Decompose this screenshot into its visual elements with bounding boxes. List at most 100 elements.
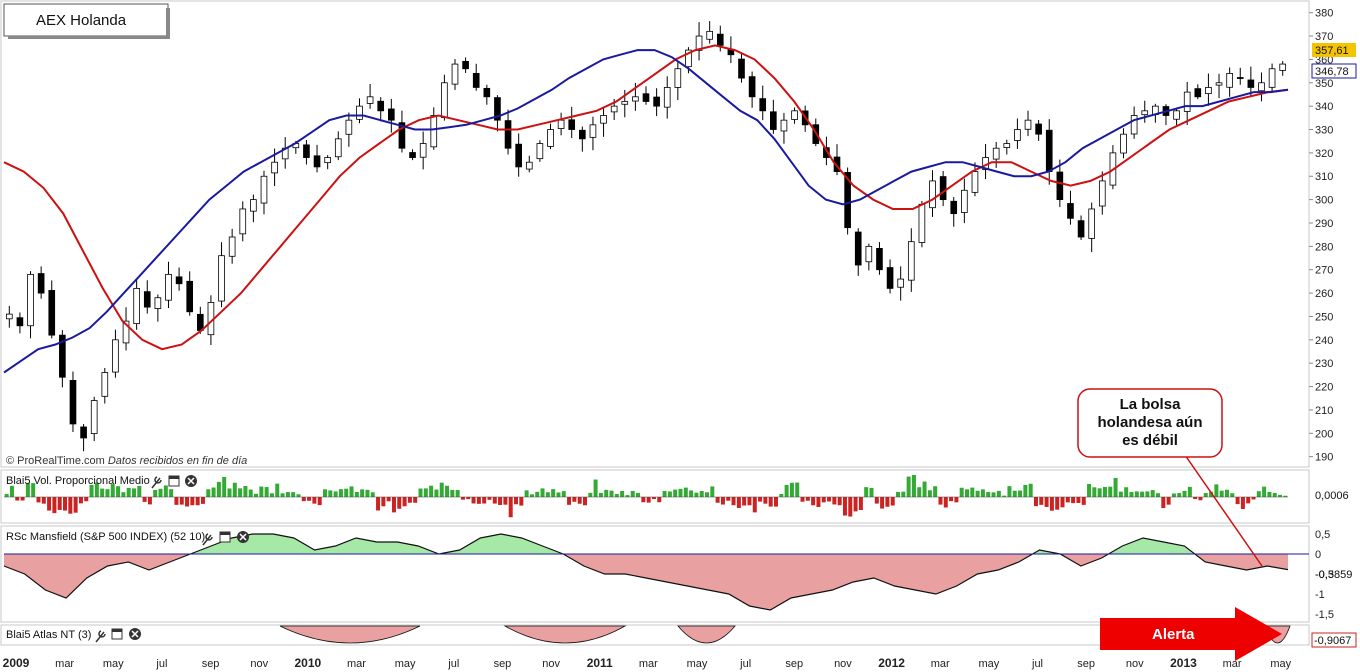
candle-body bbox=[579, 129, 586, 140]
price-tick-label: 340 bbox=[1315, 101, 1333, 113]
volume-bar bbox=[636, 492, 641, 497]
volume-bar bbox=[901, 491, 906, 497]
time-axis-label: sep bbox=[1077, 658, 1095, 670]
price-tick-label: 260 bbox=[1315, 288, 1333, 300]
volume-bar bbox=[487, 497, 492, 500]
time-axis-label: mar bbox=[1223, 658, 1242, 670]
volume-bar bbox=[121, 492, 126, 497]
volume-bar bbox=[365, 489, 370, 497]
volume-bar bbox=[736, 497, 741, 508]
volume-bar bbox=[1081, 497, 1086, 505]
close-icon[interactable] bbox=[237, 531, 249, 543]
volume-bar bbox=[1171, 493, 1176, 497]
candle-body bbox=[833, 156, 841, 172]
mansfield-axis: 0,5 0 -0,5 -1 -1,5 bbox=[1315, 529, 1334, 621]
volume-bar bbox=[370, 492, 375, 497]
volume-bars bbox=[4, 475, 1288, 518]
time-axis-label: 2012 bbox=[878, 656, 905, 670]
volume-bar bbox=[949, 497, 954, 502]
candle-body bbox=[228, 236, 236, 257]
mansfield-value: -0,3859 bbox=[1315, 569, 1352, 581]
volume-bar bbox=[514, 497, 519, 505]
volume-bar bbox=[609, 490, 614, 497]
window-icon[interactable] bbox=[168, 475, 180, 487]
volume-bar bbox=[959, 487, 964, 497]
time-axis-label: sep bbox=[785, 658, 803, 670]
volume-bar bbox=[508, 497, 513, 518]
volume-bar bbox=[397, 497, 402, 509]
volume-bar bbox=[975, 490, 980, 497]
volume-bar bbox=[227, 488, 232, 497]
candle-body bbox=[886, 267, 894, 289]
volume-bar bbox=[567, 497, 572, 505]
candle-body bbox=[950, 200, 958, 215]
volume-bar bbox=[206, 489, 211, 497]
volume-bar bbox=[678, 488, 683, 497]
volume-bar bbox=[827, 497, 832, 502]
candle-body bbox=[398, 122, 406, 149]
volume-bar bbox=[47, 497, 52, 511]
volume-bar bbox=[614, 494, 619, 497]
volume-bar bbox=[94, 482, 99, 497]
volume-bar bbox=[142, 497, 147, 502]
candle-body bbox=[377, 100, 385, 112]
candle-body bbox=[716, 33, 724, 46]
candle-body bbox=[59, 334, 66, 378]
volume-bar bbox=[105, 489, 110, 497]
candle-body bbox=[154, 297, 162, 309]
candle-body bbox=[589, 124, 597, 138]
wrench-icon[interactable] bbox=[151, 476, 162, 489]
atlas-area bbox=[279, 625, 1291, 644]
volume-bar bbox=[922, 481, 927, 497]
volume-bar bbox=[927, 490, 932, 497]
volume-bar bbox=[254, 493, 259, 497]
volume-bar bbox=[439, 482, 444, 497]
window-icon[interactable] bbox=[219, 531, 231, 543]
volume-bar bbox=[391, 497, 396, 513]
volume-bar bbox=[1240, 497, 1245, 509]
volume-bar bbox=[1283, 495, 1288, 497]
volume-bar bbox=[811, 497, 816, 506]
volume-bar bbox=[1071, 497, 1076, 504]
candle-body bbox=[143, 291, 151, 308]
wrench-icon[interactable] bbox=[202, 533, 213, 546]
price-tick-label: 310 bbox=[1315, 171, 1333, 183]
atlas-panel-label: Blai5 Atlas NT (3) bbox=[6, 629, 91, 641]
volume-bar bbox=[726, 497, 731, 501]
volume-bar bbox=[1209, 491, 1214, 497]
candle-body bbox=[738, 58, 745, 79]
close-icon[interactable] bbox=[129, 628, 141, 640]
volume-bar bbox=[954, 497, 959, 503]
window-icon[interactable] bbox=[111, 628, 123, 640]
volume-bar bbox=[407, 497, 412, 503]
volume-bar bbox=[779, 494, 784, 497]
volume-bar bbox=[450, 489, 455, 497]
atlas-value-badge: -0,9067 bbox=[1311, 632, 1357, 648]
volume-bar bbox=[758, 497, 763, 502]
time-axis-label: sep bbox=[494, 658, 512, 670]
candle-body bbox=[610, 105, 618, 113]
volume-bar bbox=[78, 497, 83, 504]
volume-bar bbox=[572, 497, 577, 502]
candle-body bbox=[961, 189, 968, 213]
volume-bar bbox=[880, 497, 885, 509]
time-axis-label: may bbox=[687, 658, 708, 670]
volume-bar bbox=[853, 497, 858, 512]
price-tick-label: 240 bbox=[1315, 335, 1333, 347]
wrench-icon[interactable] bbox=[95, 630, 106, 643]
volume-bar bbox=[1278, 494, 1283, 497]
volume-bar bbox=[110, 484, 115, 497]
volume-bar bbox=[683, 487, 688, 497]
mansfield-tick-label: 0 bbox=[1315, 549, 1321, 561]
volume-bar bbox=[264, 487, 269, 497]
candle-body bbox=[430, 115, 438, 148]
volume-bar bbox=[651, 497, 656, 500]
mansfield-tick-label: -1,5 bbox=[1315, 609, 1334, 621]
volume-bar bbox=[885, 497, 890, 507]
close-icon[interactable] bbox=[185, 475, 197, 487]
volume-bar bbox=[970, 487, 975, 497]
volume-bar bbox=[179, 497, 184, 505]
mansfield-line bbox=[3, 533, 1289, 611]
volume-bar bbox=[699, 491, 704, 497]
time-axis-label: nov bbox=[542, 658, 560, 670]
